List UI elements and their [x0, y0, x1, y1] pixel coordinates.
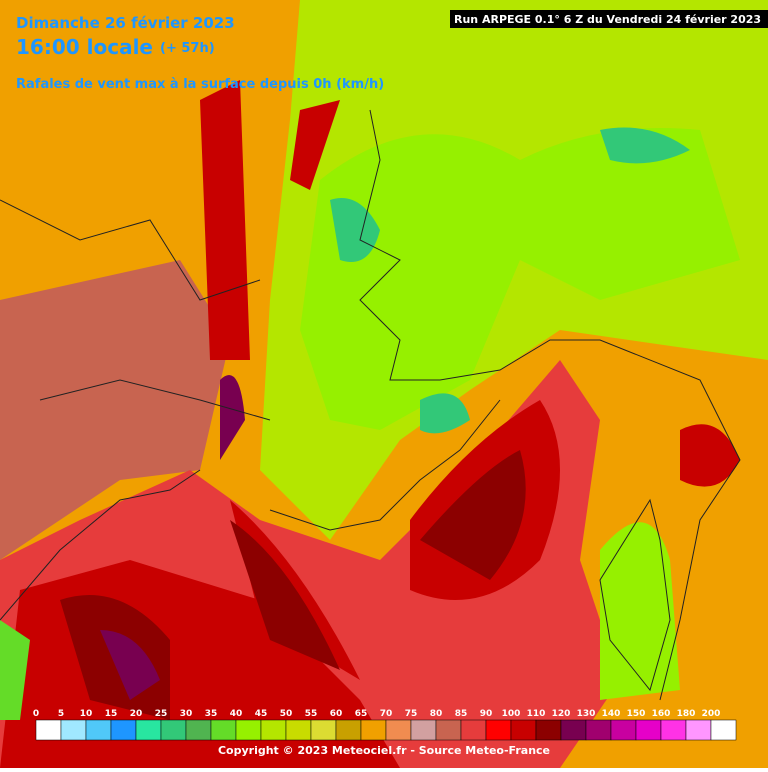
- legend-swatch: [85, 719, 112, 741]
- legend-swatch: [560, 719, 587, 741]
- legend-swatch: [110, 719, 137, 741]
- legend-label: 20: [130, 709, 143, 719]
- legend-label: 15: [105, 709, 118, 719]
- legend-label: 90: [480, 709, 493, 719]
- legend-label: 70: [380, 709, 393, 719]
- date: Dimanche 26 février 2023: [16, 14, 235, 32]
- legend-swatch: [710, 719, 737, 741]
- legend-label: 110: [527, 709, 546, 719]
- legend-swatch: [535, 719, 562, 741]
- legend-swatch: [460, 719, 487, 741]
- legend-label: 100: [502, 709, 521, 719]
- legend-swatch: [360, 719, 387, 741]
- legend-label: 35: [205, 709, 218, 719]
- legend-label: 55: [305, 709, 318, 719]
- legend-swatch: [685, 719, 712, 741]
- legend-swatch: [210, 719, 237, 741]
- copyright: Copyright © 2023 Meteociel.fr - Source M…: [218, 744, 550, 757]
- legend-label: 10: [80, 709, 93, 719]
- legend: 0 5 10 15 20 25 30 35 40 45 50 55 60 65 70 75 80 85 90 100 1…: [33, 709, 737, 741]
- lead-time: (+ 57h): [160, 41, 215, 56]
- legend-swatch: [635, 719, 662, 741]
- legend-swatch: [35, 719, 62, 741]
- legend-swatch: [185, 719, 212, 741]
- legend-swatch: [285, 719, 312, 741]
- legend-label: 75: [405, 709, 418, 719]
- legend-label: 65: [355, 709, 368, 719]
- legend-label: 60: [330, 709, 343, 719]
- legend-label: 120: [552, 709, 571, 719]
- legend-swatch: [485, 719, 512, 741]
- legend-swatch: [610, 719, 637, 741]
- legend-label: 30: [180, 709, 193, 719]
- time: 16:00 locale: [16, 35, 153, 59]
- legend-label: 130: [577, 709, 596, 719]
- legend-swatch: [160, 719, 187, 741]
- legend-swatch: [660, 719, 687, 741]
- run-info: Run ARPEGE 0.1° 6 Z du Vendredi 24 févri…: [454, 13, 761, 26]
- legend-swatch: [385, 719, 412, 741]
- legend-swatch: [260, 719, 287, 741]
- subtitle: Rafales de vent max à la surface depuis …: [16, 77, 384, 92]
- legend-swatch: [310, 719, 337, 741]
- legend-swatch: [435, 719, 462, 741]
- legend-label: 85: [455, 709, 468, 719]
- legend-label: 50: [280, 709, 293, 719]
- legend-label: 25: [155, 709, 168, 719]
- legend-label: 140: [602, 709, 621, 719]
- legend-swatch: [60, 719, 87, 741]
- legend-swatch: [410, 719, 437, 741]
- legend-swatch: [510, 719, 537, 741]
- legend-swatch: [135, 719, 162, 741]
- legend-label: 45: [255, 709, 268, 719]
- legend-swatch: [235, 719, 262, 741]
- legend-swatch: [335, 719, 362, 741]
- legend-label: 80: [430, 709, 443, 719]
- legend-label: 5: [58, 709, 64, 719]
- legend-label: 200: [702, 709, 721, 719]
- legend-swatch: [585, 719, 612, 741]
- borders: [0, 109, 741, 701]
- legend-label: 180: [677, 709, 696, 719]
- run-box: [450, 10, 768, 28]
- legend-label: 0: [33, 709, 39, 719]
- legend-label: 40: [230, 709, 243, 719]
- legend-label: 150: [627, 709, 646, 719]
- legend-label: 160: [652, 709, 671, 719]
